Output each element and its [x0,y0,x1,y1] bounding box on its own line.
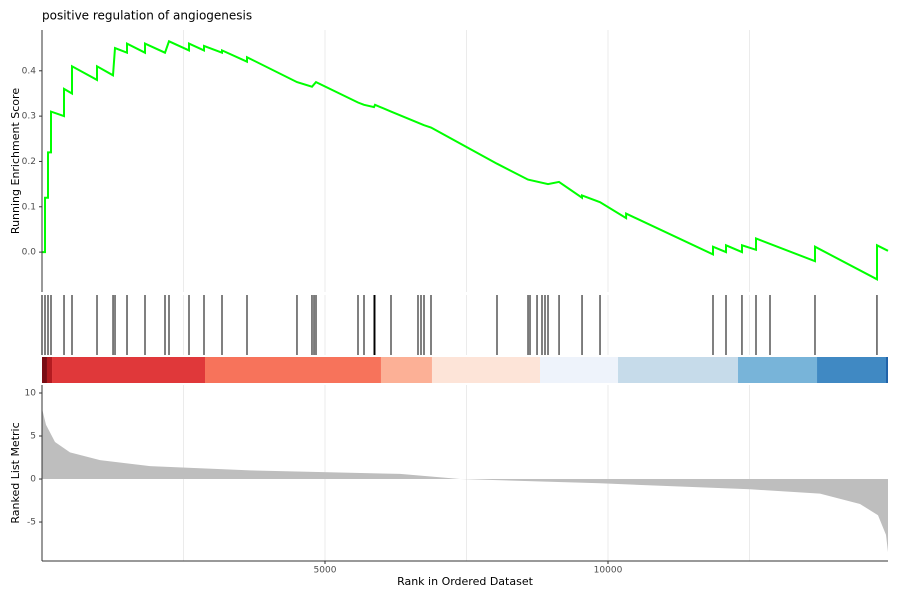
y-tick-label: 5 [30,432,36,442]
x-axis-label: Rank in Ordered Dataset [397,575,534,588]
y-tick-label: 0.1 [22,202,36,212]
color-band [431,357,541,383]
y-tick-label: 0 [30,475,36,485]
y-axis-label: Ranked List Metric [9,422,22,523]
y-tick-label: 0.0 [22,248,37,258]
color-band [205,357,381,383]
color-band [817,357,887,383]
color-band [380,357,432,383]
x-tick-label: 5000 [314,566,337,576]
y-tick-label: 10 [25,389,37,399]
chart-title: positive regulation of angiogenesis [42,9,252,23]
enrichment-line [42,39,889,281]
x-tick-label: 10000 [594,566,623,576]
y-axis-label: Running Enrichment Score [9,88,22,234]
color-band [540,357,619,383]
color-band [52,357,206,383]
y-tick-label: 0.3 [22,112,36,122]
y-tick-label: 0.4 [22,66,37,76]
metric-area [42,408,888,553]
y-tick-label: 0.2 [22,157,36,167]
color-band [738,357,818,383]
color-band [618,357,739,383]
color-band [42,357,47,383]
color-band [46,357,53,383]
color-band [886,357,888,383]
y-tick-label: -5 [27,518,36,528]
